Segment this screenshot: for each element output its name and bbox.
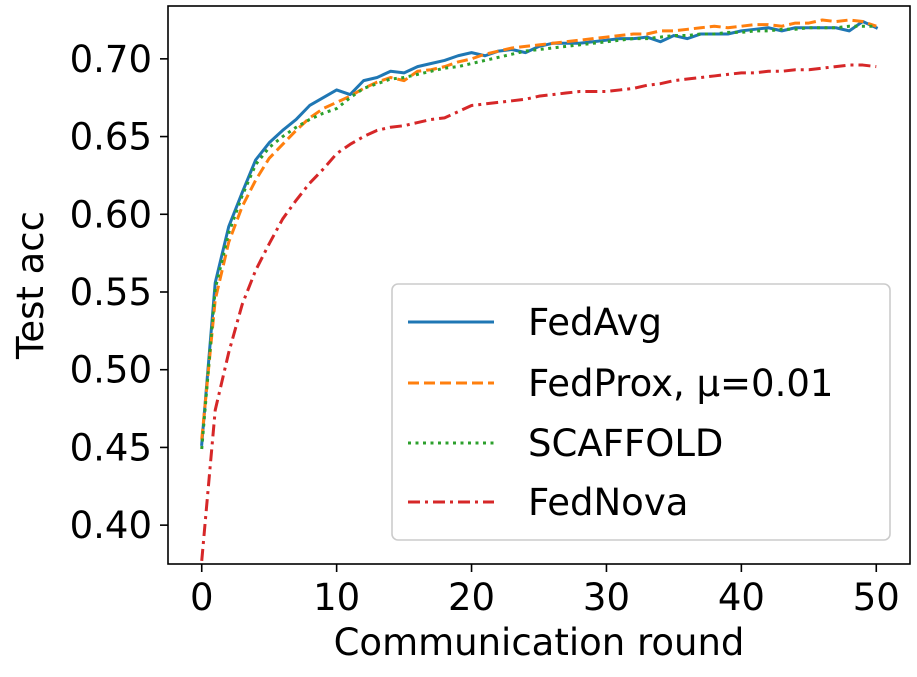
- x-tick-label: 20: [448, 576, 495, 619]
- legend-label: FedNova: [528, 481, 688, 524]
- y-axis-label: Test acc: [9, 211, 52, 360]
- series-line-3: [200, 24, 877, 450]
- series-line-4: [200, 63, 877, 562]
- x-axis-label: Communication round: [334, 621, 745, 664]
- y-tick-label: 0.50: [70, 349, 152, 392]
- y-tick-label: 0.45: [70, 426, 152, 469]
- x-tick-label: 10: [313, 576, 360, 619]
- plot-frame: [167, 5, 911, 565]
- y-tick-label: 0.65: [70, 116, 152, 159]
- series-line-1: [200, 20, 879, 446]
- y-tick-label: 0.60: [70, 193, 152, 236]
- legend-box: [391, 283, 891, 541]
- series-layer: [200, 18, 879, 562]
- y-tick-label: 0.40: [70, 504, 152, 547]
- legend: FedAvg FedProx, μ=0.01 SCAFFOLD FedNova: [391, 283, 891, 541]
- x-tick-label: 30: [583, 576, 630, 619]
- series-line-2: [200, 18, 877, 440]
- x-tick-label: 40: [718, 576, 765, 619]
- legend-label: SCAFFOLD: [528, 422, 723, 465]
- y-axis: 0.40 0.45 0.50 0.55 0.60 0.65 0.70: [70, 38, 168, 547]
- legend-label: FedProx, μ=0.01: [528, 362, 833, 405]
- y-tick-label: 0.70: [70, 38, 152, 81]
- legend-label: FedAvg: [528, 301, 662, 344]
- legend-items: FedAvg FedProx, μ=0.01 SCAFFOLD FedNova: [408, 301, 833, 524]
- x-axis: 0 10 20 30 40 50: [190, 564, 900, 619]
- x-tick-label: 50: [853, 576, 900, 619]
- y-tick-label: 0.55: [70, 271, 152, 314]
- x-tick-label: 0: [190, 576, 214, 619]
